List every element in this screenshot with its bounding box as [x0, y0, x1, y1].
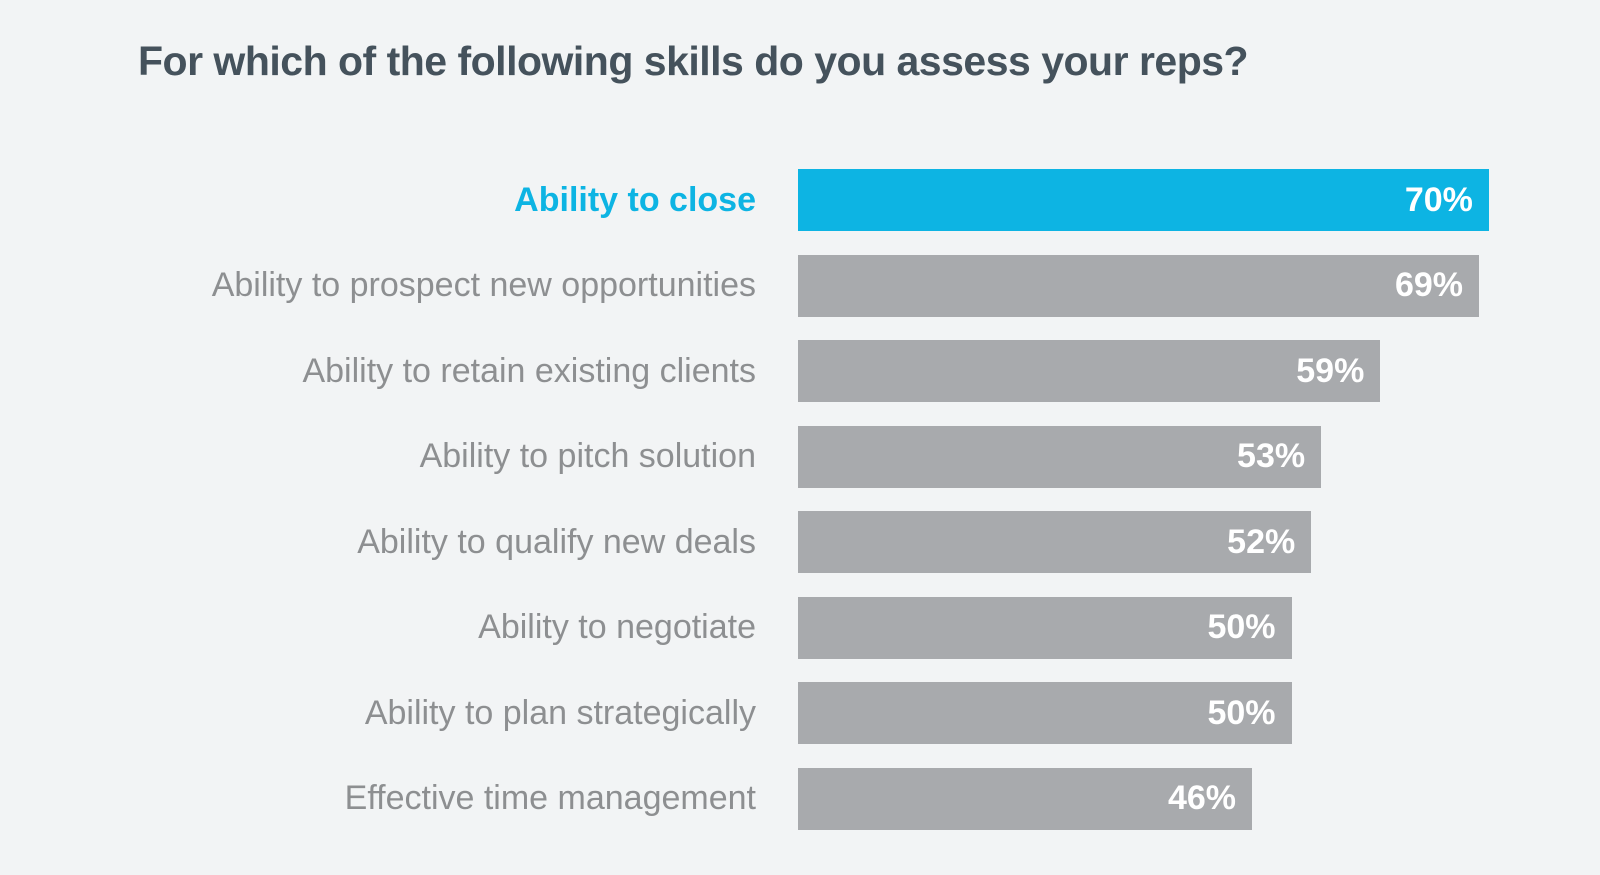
chart-row: Ability to plan strategically 50% — [0, 682, 1600, 744]
bar-value: 69% — [1394, 266, 1464, 304]
bar: 59% — [798, 340, 1381, 402]
chart-row: Ability to qualify new deals 52% — [0, 511, 1600, 573]
bar-value: 59% — [1296, 351, 1365, 390]
bar-label: Ability to qualify new deals — [357, 522, 756, 561]
chart-row: Ability to close 70% — [0, 169, 1600, 231]
chart-row: Effective time management 46% — [0, 767, 1600, 830]
bar: 52% — [798, 511, 1312, 573]
bar: 69% — [798, 254, 1480, 317]
bar: 70% — [798, 169, 1489, 231]
chart-row: Ability to pitch solution 53% — [0, 425, 1600, 488]
bar-chart: Ability to close 70% Ability to prospect n… — [0, 169, 1600, 830]
chart-row: Ability to prospect new opportunities 69% — [0, 254, 1600, 317]
chart-row: Ability to retain existing clients 59% — [0, 340, 1600, 402]
bar-label: Ability to retain existing clients — [302, 351, 756, 390]
bar-value: 46% — [1167, 779, 1237, 817]
bar-label: Ability to prospect new opportunities — [211, 266, 756, 304]
bar-value: 50% — [1207, 608, 1276, 646]
bar-label: Ability to negotiate — [478, 608, 756, 646]
bar-label: Ability to plan strategically — [364, 693, 756, 732]
bar: 50% — [798, 682, 1292, 744]
bar-value: 53% — [1237, 437, 1306, 475]
bar-label: Ability to close — [514, 180, 756, 219]
bar-label: Ability to pitch solution — [419, 437, 756, 475]
bar: 46% — [798, 767, 1253, 830]
bar: 53% — [798, 425, 1322, 488]
chart-title: For which of the following skills do you… — [138, 38, 1249, 84]
bar-value: 70% — [1404, 180, 1473, 219]
chart-row: Ability to negotiate 50% — [0, 596, 1600, 659]
bar-label: Effective time management — [344, 779, 756, 817]
bar: 50% — [798, 596, 1292, 659]
bar-value: 50% — [1207, 693, 1276, 732]
bar-value: 52% — [1227, 522, 1296, 561]
